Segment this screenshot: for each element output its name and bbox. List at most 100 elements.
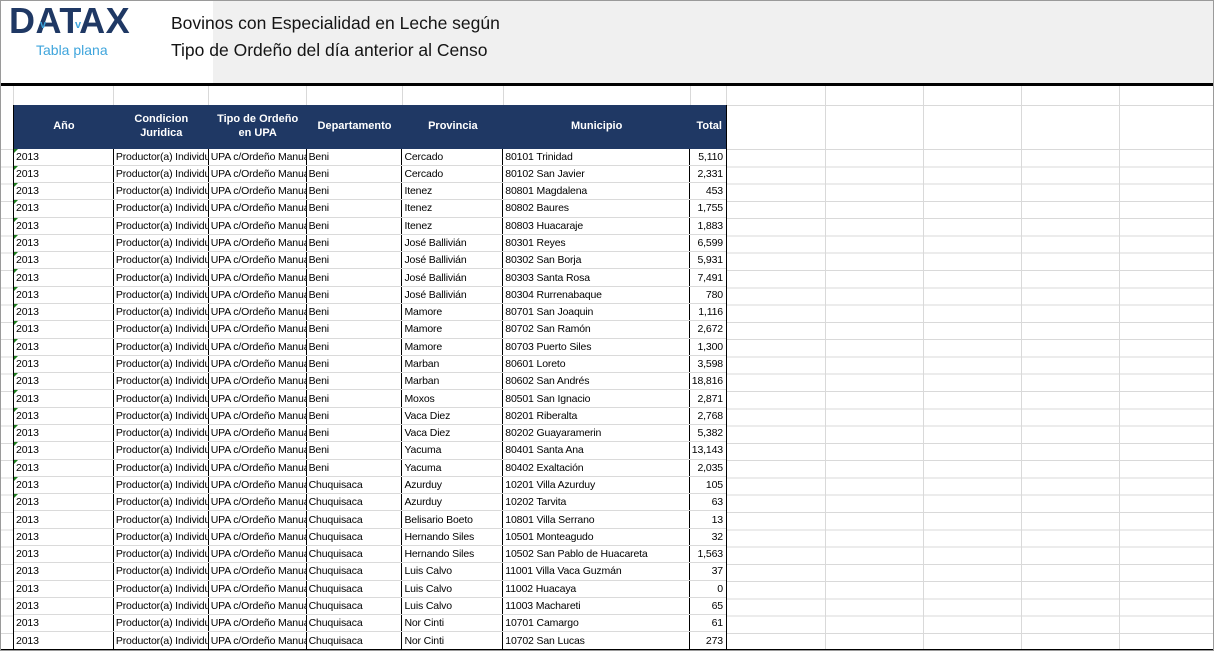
cell-provincia[interactable]: Cercado xyxy=(402,165,504,183)
cell-tipo-ordeno[interactable]: UPA c/Ordeño Manual xyxy=(209,183,307,200)
cell-provincia[interactable]: Yacuma xyxy=(402,442,504,459)
cell-provincia[interactable]: Marban xyxy=(402,355,504,373)
cell-municipio[interactable]: 11001 Villa Vaca Guzmán xyxy=(503,563,691,580)
cell-tipo-ordeno[interactable]: UPA c/Ordeño Manual xyxy=(209,390,307,407)
cell-departamento[interactable]: Beni xyxy=(307,407,403,424)
cell-departamento[interactable]: Chuquisaca xyxy=(307,494,403,511)
cell-condicion-juridica[interactable]: Productor(a) Individual xyxy=(114,269,209,286)
cell-provincia[interactable]: Marban xyxy=(402,373,504,390)
cell-condicion-juridica[interactable]: Productor(a) Individual xyxy=(114,545,209,563)
cell-municipio[interactable]: 10201 Villa Azurduy xyxy=(503,476,691,494)
cell-total[interactable]: 2,331 xyxy=(697,167,723,180)
cell-condicion-juridica[interactable]: Productor(a) Individual xyxy=(114,442,209,459)
cell-condicion-juridica[interactable]: Productor(a) Individual xyxy=(114,304,209,321)
cell-total[interactable]: 1,755 xyxy=(697,202,723,215)
cell-departamento[interactable]: Beni xyxy=(307,442,403,459)
cell-total[interactable]: 5,110 xyxy=(698,150,723,163)
cell-departamento[interactable]: Beni xyxy=(307,165,403,183)
cell-provincia[interactable]: Mamore xyxy=(402,304,504,321)
column-header-provincia[interactable]: Provincia xyxy=(428,120,478,132)
cell-provincia[interactable]: Moxos xyxy=(402,390,504,407)
cell-anio[interactable]: 2013 xyxy=(14,597,114,615)
cell-condicion-juridica[interactable]: Productor(a) Individual xyxy=(114,563,209,580)
cell-provincia[interactable]: José Ballivián xyxy=(402,269,504,286)
cell-anio[interactable]: 2013 xyxy=(14,252,114,269)
cell-departamento[interactable]: Chuquisaca xyxy=(307,615,403,632)
cell-total[interactable]: 2,768 xyxy=(697,409,723,422)
cell-municipio[interactable]: 80402 Exaltación xyxy=(503,459,691,476)
cell-tipo-ordeno[interactable]: UPA c/Ordeño Manual xyxy=(209,373,307,390)
cell-provincia[interactable]: Cercado xyxy=(402,148,504,165)
cell-departamento[interactable]: Chuquisaca xyxy=(307,476,403,494)
cell-condicion-juridica[interactable]: Productor(a) Individual xyxy=(114,425,209,442)
cell-departamento[interactable]: Chuquisaca xyxy=(307,597,403,615)
cell-anio[interactable]: 2013 xyxy=(14,407,114,424)
cell-tipo-ordeno[interactable]: UPA c/Ordeño Manual xyxy=(209,286,307,304)
cell-municipio[interactable]: 80803 Huacaraje xyxy=(503,217,691,234)
cell-tipo-ordeno[interactable]: UPA c/Ordeño Manual xyxy=(209,148,307,165)
cell-tipo-ordeno[interactable]: UPA c/Ordeño Manual xyxy=(209,511,307,528)
cell-total[interactable]: 5,382 xyxy=(697,427,723,440)
cell-departamento[interactable]: Chuquisaca xyxy=(307,511,403,528)
cell-total[interactable]: 3,598 xyxy=(697,358,723,371)
cell-departamento[interactable]: Beni xyxy=(307,459,403,476)
cell-condicion-juridica[interactable]: Productor(a) Individual xyxy=(114,528,209,545)
cell-departamento[interactable]: Chuquisaca xyxy=(307,632,403,649)
cell-anio[interactable]: 2013 xyxy=(14,563,114,580)
cell-tipo-ordeno[interactable]: UPA c/Ordeño Manual xyxy=(209,407,307,424)
cell-anio[interactable]: 2013 xyxy=(14,217,114,234)
cell-anio[interactable]: 2013 xyxy=(14,338,114,355)
cell-total[interactable]: 2,672 xyxy=(697,323,723,336)
cell-provincia[interactable]: José Ballivián xyxy=(402,286,504,304)
cell-total[interactable]: 105 xyxy=(705,478,723,491)
cell-total[interactable]: 453 xyxy=(705,185,723,198)
cell-tipo-ordeno[interactable]: UPA c/Ordeño Manual xyxy=(209,200,307,217)
cell-provincia[interactable]: José Ballivián xyxy=(402,234,504,252)
cell-provincia[interactable]: Mamore xyxy=(402,321,504,338)
cell-departamento[interactable]: Chuquisaca xyxy=(307,528,403,545)
cell-departamento[interactable]: Beni xyxy=(307,200,403,217)
cell-condicion-juridica[interactable]: Productor(a) Individual xyxy=(114,321,209,338)
column-header-anio[interactable]: Año xyxy=(53,120,75,132)
cell-departamento[interactable]: Beni xyxy=(307,234,403,252)
cell-departamento[interactable]: Beni xyxy=(307,269,403,286)
cell-provincia[interactable]: Nor Cinti xyxy=(402,632,504,649)
cell-total[interactable]: 13 xyxy=(711,513,724,526)
cell-tipo-ordeno[interactable]: UPA c/Ordeño Manual xyxy=(209,234,307,252)
cell-municipio[interactable]: 10502 San Pablo de Huacareta xyxy=(503,545,691,563)
cell-municipio[interactable]: 80602 San Andrés xyxy=(503,373,691,390)
cell-anio[interactable]: 2013 xyxy=(14,286,114,304)
cell-total[interactable]: 37 xyxy=(711,565,724,578)
cell-municipio[interactable]: 10202 Tarvita xyxy=(503,494,691,511)
cell-municipio[interactable]: 80201 Riberalta xyxy=(503,407,691,424)
cell-provincia[interactable]: Belisario Boeto xyxy=(402,511,504,528)
cell-anio[interactable]: 2013 xyxy=(14,459,114,476)
cell-provincia[interactable]: Mamore xyxy=(402,338,504,355)
cell-condicion-juridica[interactable]: Productor(a) Individual xyxy=(114,632,209,649)
cell-total[interactable]: 5,931 xyxy=(697,254,723,267)
cell-provincia[interactable]: José Ballivián xyxy=(402,252,504,269)
cell-municipio[interactable]: 10501 Monteagudo xyxy=(503,528,691,545)
cell-tipo-ordeno[interactable]: UPA c/Ordeño Manual xyxy=(209,459,307,476)
cell-provincia[interactable]: Vaca Diez xyxy=(402,407,504,424)
cell-municipio[interactable]: 10801 Villa Serrano xyxy=(503,511,691,528)
cell-provincia[interactable]: Luis Calvo xyxy=(402,597,504,615)
cell-condicion-juridica[interactable]: Productor(a) Individual xyxy=(114,217,209,234)
cell-condicion-juridica[interactable]: Productor(a) Individual xyxy=(114,355,209,373)
cell-anio[interactable]: 2013 xyxy=(14,373,114,390)
cell-condicion-juridica[interactable]: Productor(a) Individual xyxy=(114,407,209,424)
cell-anio[interactable]: 2013 xyxy=(14,183,114,200)
cell-total[interactable]: 780 xyxy=(705,288,723,301)
cell-condicion-juridica[interactable]: Productor(a) Individual xyxy=(114,252,209,269)
cell-tipo-ordeno[interactable]: UPA c/Ordeño Manual xyxy=(209,563,307,580)
cell-provincia[interactable]: Itenez xyxy=(402,200,504,217)
cell-provincia[interactable]: Luis Calvo xyxy=(402,563,504,580)
cell-anio[interactable]: 2013 xyxy=(14,234,114,252)
cell-departamento[interactable]: Beni xyxy=(307,355,403,373)
cell-departamento[interactable]: Beni xyxy=(307,183,403,200)
cell-condicion-juridica[interactable]: Productor(a) Individual xyxy=(114,286,209,304)
cell-anio[interactable]: 2013 xyxy=(14,304,114,321)
cell-municipio[interactable]: 80501 San Ignacio xyxy=(503,390,691,407)
cell-departamento[interactable]: Beni xyxy=(307,321,403,338)
cell-total[interactable]: 63 xyxy=(711,496,724,509)
